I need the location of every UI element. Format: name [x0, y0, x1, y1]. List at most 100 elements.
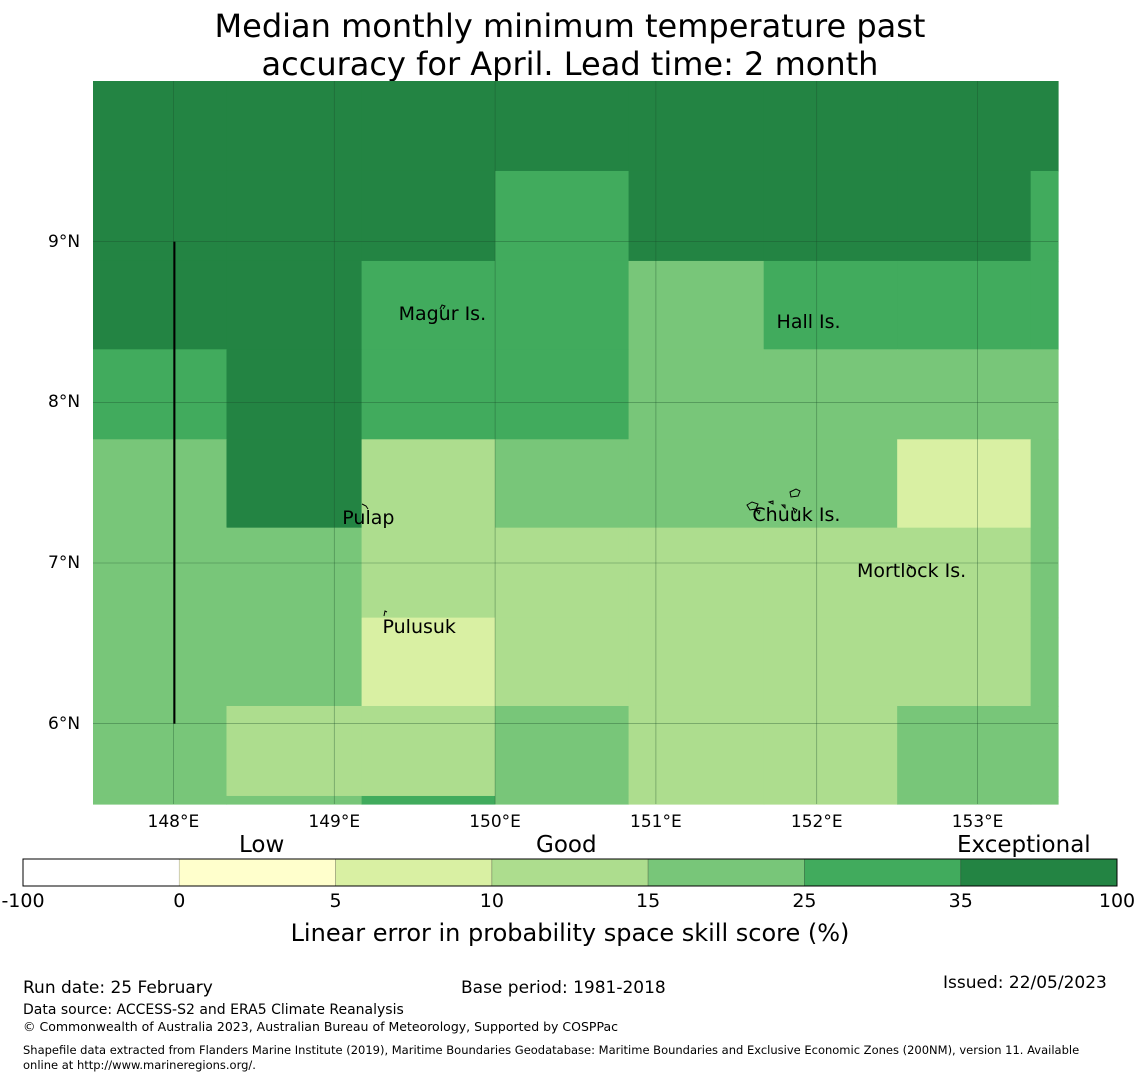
grid-cell	[897, 81, 1032, 172]
grid-cell	[226, 439, 363, 529]
colorbar-segment	[335, 858, 493, 887]
colorbar-frame	[22, 858, 1118, 887]
colorbar-segment	[960, 858, 1118, 887]
grid-cell	[226, 527, 363, 619]
grid-cell	[495, 527, 630, 619]
grid-cell	[361, 527, 496, 619]
grid-cell	[361, 617, 496, 707]
grid-cell	[226, 170, 363, 262]
longitude-tick-label: 151°E	[630, 812, 682, 832]
grid-cell	[628, 170, 765, 262]
latitude-tick-label: 9°N	[48, 231, 81, 252]
colorbar-tick-label: 15	[636, 890, 661, 912]
grid-cell	[628, 527, 765, 619]
grid-cell	[763, 527, 898, 619]
grid-cell	[763, 170, 898, 262]
longitude-tick-label: 153°E	[951, 812, 1004, 832]
chuuk-island-outline	[746, 488, 801, 516]
grid-cell	[226, 81, 363, 172]
grid-cell	[1030, 795, 1059, 805]
grid-cell	[495, 439, 630, 529]
grid-cell	[897, 260, 1032, 350]
grid-cell	[93, 527, 228, 619]
grid-cell	[763, 795, 898, 805]
grid-cell	[897, 439, 1032, 529]
grid-cell	[763, 705, 898, 797]
pulap-island-outline	[361, 503, 369, 510]
grid-cell	[897, 170, 1032, 262]
map-title-line1: Median monthly minimum temperature past	[214, 7, 926, 45]
grid-cell	[226, 705, 363, 797]
island-label: Pulap	[342, 507, 395, 529]
colorbar-tick-label: 35	[948, 890, 973, 912]
grid-cell	[93, 705, 228, 797]
category-exceptional: Exceptional	[957, 832, 1091, 858]
skill-grid	[93, 81, 1059, 805]
grid-cell	[361, 705, 496, 797]
colorbar-segment	[178, 858, 336, 887]
longitude-tick-label: 152°E	[790, 812, 843, 832]
latitude-tick-label: 6°N	[48, 713, 81, 734]
colorbar-tick-label: 0	[173, 890, 186, 912]
shapefile-credit-line1: Shapefile data extracted from Flanders M…	[23, 1043, 1080, 1057]
grid-cell	[1030, 349, 1059, 440]
grid-cell	[897, 617, 1032, 707]
grid-cell	[763, 439, 898, 529]
base-period: Base period: 1981-2018	[461, 978, 666, 998]
grid-cell	[1030, 170, 1059, 262]
grid-cell	[361, 170, 496, 262]
grid-cell	[361, 795, 496, 805]
grid-cell	[361, 349, 496, 440]
grid-cell	[495, 349, 630, 440]
grid-cell	[763, 349, 898, 440]
grid-cell	[628, 795, 765, 805]
data-source: Data source: ACCESS-S2 and ERA5 Climate …	[23, 1002, 404, 1018]
grid-cell	[93, 170, 228, 262]
grid-cell	[93, 617, 228, 707]
island-outlines	[361, 304, 913, 617]
grid-cell	[93, 795, 228, 805]
grid-cell	[897, 705, 1032, 797]
colorbar	[22, 858, 1118, 887]
grid-cell	[1030, 617, 1059, 707]
grid-cell	[1030, 260, 1059, 350]
grid-cell	[361, 260, 496, 350]
grid-cell	[897, 527, 1032, 619]
island-label: Hall Is.	[776, 311, 841, 333]
grid-cell	[93, 260, 228, 350]
grid-cell	[495, 260, 630, 350]
grid-cell	[763, 617, 898, 707]
colorbar-tick-label: 5	[329, 890, 342, 912]
longitude-tick-label: 149°E	[308, 812, 361, 832]
grid-cell	[897, 349, 1032, 440]
longitude-tick-label: 148°E	[147, 812, 200, 832]
grid-cell	[93, 439, 228, 529]
grid-cell	[628, 260, 765, 350]
colorbar-segment	[23, 859, 180, 886]
grid-cell	[495, 705, 630, 797]
grid-cell	[226, 349, 363, 440]
grid-cell	[763, 260, 898, 350]
grid-cell	[628, 349, 765, 440]
colorbar-segment	[491, 858, 649, 887]
grid-cell	[628, 439, 765, 529]
island-label: Pulusuk	[382, 616, 456, 639]
pulusuk-island-outline	[383, 610, 388, 617]
colorbar-segment	[804, 858, 962, 887]
island-label: Magur Is.	[398, 302, 487, 325]
longitude-tick-label: 150°E	[469, 812, 521, 832]
issued-date: Issued: 22/05/2023	[943, 973, 1107, 993]
grid-cell	[1030, 527, 1059, 619]
grid-cell	[226, 795, 363, 805]
grid-cell	[763, 81, 898, 172]
grid-cell	[495, 170, 630, 262]
latitude-tick-label: 8°N	[48, 392, 81, 413]
category-good: Good	[536, 832, 597, 858]
grid-cell	[1030, 81, 1059, 172]
grid-cell	[93, 81, 228, 172]
map-title-line2: accuracy for April. Lead time: 2 month	[261, 45, 879, 83]
run-date: Run date: 25 February	[23, 978, 213, 998]
grid-cell	[495, 617, 630, 707]
grid-cell	[628, 705, 765, 797]
